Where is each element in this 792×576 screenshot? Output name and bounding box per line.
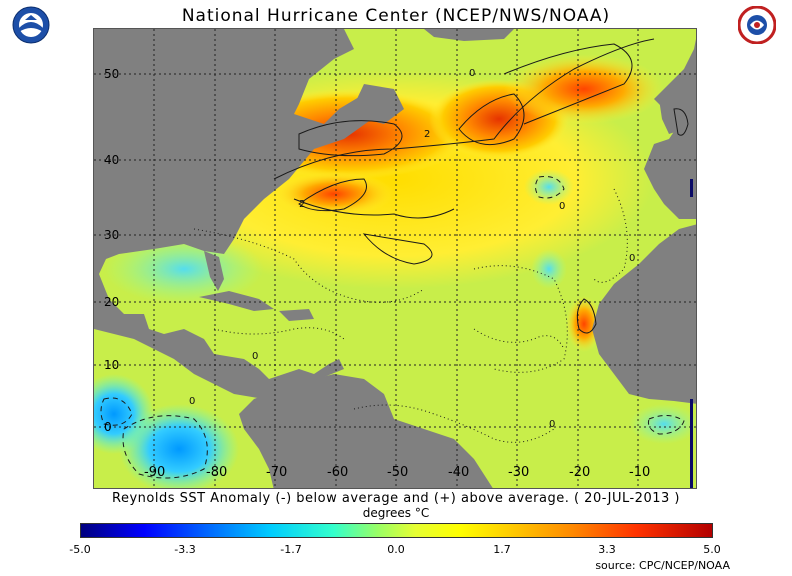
land-cuba bbox=[199, 291, 274, 311]
graticule bbox=[94, 29, 696, 488]
lat-label: 50 bbox=[104, 67, 120, 81]
color-scale-tick: 5.0 bbox=[703, 543, 721, 556]
lon-label: -50 bbox=[387, 465, 409, 480]
noaa-logo-icon bbox=[12, 6, 50, 44]
lon-label: -20 bbox=[569, 465, 591, 480]
lon-label: -40 bbox=[448, 465, 470, 480]
lat-label: 20 bbox=[104, 295, 120, 309]
lon-label: -70 bbox=[266, 465, 288, 480]
color-scale-tick: -3.3 bbox=[174, 543, 196, 556]
cool-anomaly-azores bbox=[524, 169, 574, 205]
lon-label: -60 bbox=[327, 465, 349, 480]
zero-contours bbox=[193, 188, 628, 443]
land-north-america bbox=[94, 29, 379, 399]
land-south-america bbox=[239, 374, 493, 488]
lon-label: -10 bbox=[629, 465, 651, 480]
color-scale-tick: 0.0 bbox=[387, 543, 405, 556]
land-hispaniola bbox=[279, 309, 314, 321]
contour-label: 0 bbox=[559, 201, 565, 212]
color-scale-tick: 1.7 bbox=[493, 543, 511, 556]
land-europe bbox=[644, 39, 696, 219]
land-africa bbox=[592, 224, 696, 404]
lat-label: 40 bbox=[104, 153, 120, 167]
cool-anomaly-guinea bbox=[629, 404, 696, 444]
nws-logo-icon bbox=[738, 6, 776, 44]
contour-label: 2 bbox=[299, 199, 305, 210]
contour-label: 0 bbox=[549, 419, 555, 430]
land-newfoundland bbox=[356, 84, 404, 124]
edge-strip-top bbox=[690, 179, 693, 197]
color-scale-bar bbox=[80, 523, 713, 538]
map-caption: Reynolds SST Anomaly (-) below average a… bbox=[112, 491, 680, 506]
lat-label: 30 bbox=[104, 228, 120, 242]
positive-contours bbox=[273, 38, 689, 334]
cool-anomaly-central bbox=[531, 249, 567, 289]
color-scale-tick: -5.0 bbox=[69, 543, 91, 556]
contour-label: 0 bbox=[252, 351, 258, 362]
negative-contours bbox=[100, 176, 685, 479]
lon-label: -90 bbox=[144, 465, 166, 480]
contour-label: 0 bbox=[189, 396, 195, 407]
edge-strip-bottom bbox=[690, 399, 693, 488]
land-florida bbox=[204, 251, 224, 291]
lat-label: 10 bbox=[104, 358, 120, 372]
page-title: National Hurricane Center (NCEP/NWS/NOAA… bbox=[181, 6, 611, 26]
sst-anomaly-map: 0 0 0 2 2 0 0 0 50 40 30 20 10 0 -90 -80… bbox=[93, 28, 697, 489]
contour-label: 2 bbox=[424, 129, 430, 140]
warm-anomaly-east bbox=[504, 54, 664, 124]
color-scale-tick: -1.7 bbox=[280, 543, 302, 556]
color-scale-tick: 3.3 bbox=[598, 543, 616, 556]
contour-label: 0 bbox=[629, 253, 635, 264]
cool-anomaly-pacific bbox=[119, 404, 239, 488]
lon-label: -80 bbox=[206, 465, 228, 480]
contour-label: 0 bbox=[469, 68, 475, 79]
warm-anomaly-gulfstream bbox=[274, 172, 394, 216]
lat-label: 0 bbox=[104, 420, 112, 434]
map-canvas: 0 0 0 2 2 0 0 0 bbox=[94, 29, 696, 488]
land-greenland-strip bbox=[424, 29, 514, 41]
lon-label: -30 bbox=[508, 465, 530, 480]
units-label: degrees °C bbox=[362, 506, 430, 520]
source-credit: source: CPC/NCEP/NOAA bbox=[595, 559, 730, 572]
